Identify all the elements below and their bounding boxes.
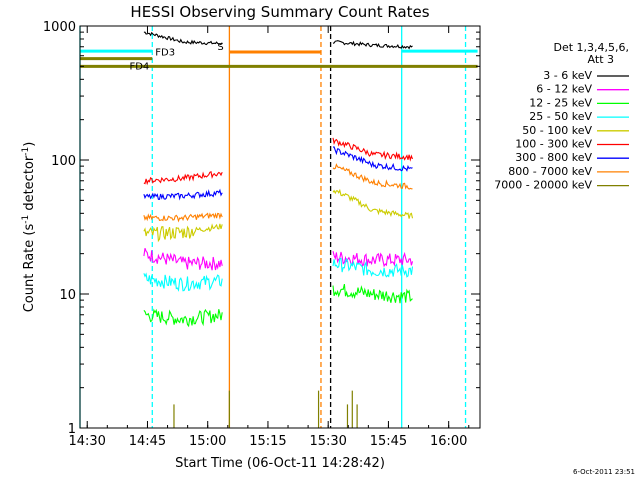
chart-title: HESSI Observing Summary Count Rates [130,3,429,21]
series-line-6-12-kev-seg1 [143,248,223,271]
legend-label-3-6-kev: 3 - 6 keV [543,69,592,82]
x-tick-label-15:30: 15:30 [309,434,346,449]
y-tick-label-1000: 1000 [43,20,76,35]
series-line-12-25-kev-seg1 [143,308,223,328]
plot-area: FD3 FD4 S [79,26,478,428]
series-line-25-50-kev-seg1 [143,272,223,292]
series-line-800-7000-kev-seg2 [332,163,413,190]
y-axis-label-end: ) [22,142,37,147]
series-line-12-25-kev-seg2 [332,283,413,304]
legend-header-detectors: Det 1,3,4,5,6, [553,41,629,54]
x-tick-label-15:45: 15:45 [370,434,407,449]
x-tick-label-14:45: 14:45 [129,434,166,449]
series-line-300-800-kev-seg2 [332,146,413,172]
x-axis-label: Start Time (06-Oct-11 14:28:42) [175,456,385,471]
x-tick-label-14:30: 14:30 [68,434,105,449]
series-line-800-7000-kev-seg1 [143,212,223,223]
legend-label-7000-20000-kev: 7000 - 20000 keV [494,179,592,192]
x-tick-label-15:15: 15:15 [249,434,286,449]
series-line-50-100-kev-seg2 [332,188,414,219]
y-tick-label-100: 100 [51,154,76,169]
series-line-3-6-kev-seg1 [143,31,223,46]
legend-label-25-50-kev: 25 - 50 keV [529,110,592,123]
y-axis: 1 10 100 1000 [43,20,480,437]
legend-label-300-800-kev: 300 - 800 keV [515,151,592,164]
legend-label-800-7000-kev: 800 - 7000 keV [508,165,592,178]
legend-label-6-12-kev: 6 - 12 keV [536,83,592,96]
flag-label-fd3: FD3 [155,48,175,59]
y-tick-label-10: 10 [59,288,76,303]
series-line-50-100-kev-seg1 [143,223,223,243]
series-line-3-6-kev-seg2 [332,40,413,50]
y-axis-label-mid: detector [22,155,37,215]
x-tick-label-15:00: 15:00 [189,434,226,449]
y-axis-label: Count Rate (s-1 detector-1) [21,142,37,313]
y-axis-label-sup1: -1 [21,215,31,224]
series-line-300-800-kev-seg1 [143,188,223,201]
footer-date: 6-Oct-2011 23:51 [573,468,635,476]
y-axis-label-main: Count Rate (s [22,224,37,313]
series-line-25-50-kev-seg2 [332,257,414,278]
x-tick-label-16:00: 16:00 [430,434,467,449]
series-line-100-300-kev-seg2 [332,137,414,162]
y-tick-label-1: 1 [68,422,76,437]
flag-label-s: S [217,42,223,53]
series-line-100-300-kev-seg1 [143,171,223,186]
flag-label-fd4: FD4 [129,61,149,72]
legend-header-attenuator: Att 3 [588,53,614,66]
plot-frame [79,25,481,429]
legend-label-100-300-kev: 100 - 300 keV [515,138,592,151]
y-axis-label-sup2: -1 [21,147,31,156]
legend-label-12-25-kev: 12 - 25 keV [529,96,592,109]
x-axis: 14:30 14:45 15:00 15:15 15:30 15:45 16:00 [68,26,470,449]
legend-label-50-100-kev: 50 - 100 keV [522,124,592,137]
